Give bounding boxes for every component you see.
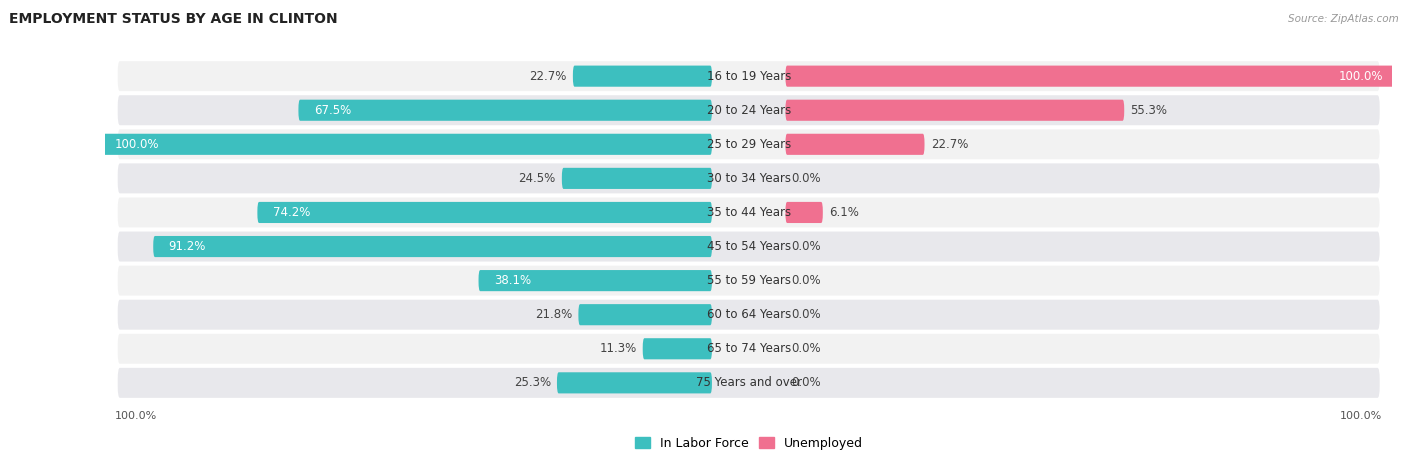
Text: 55.3%: 55.3%: [1130, 104, 1167, 117]
FancyBboxPatch shape: [786, 202, 823, 223]
Text: 6.1%: 6.1%: [830, 206, 859, 219]
Text: 100.0%: 100.0%: [115, 138, 159, 151]
FancyBboxPatch shape: [118, 232, 1379, 261]
Text: 16 to 19 Years: 16 to 19 Years: [706, 70, 792, 83]
FancyBboxPatch shape: [118, 368, 1379, 398]
Text: 35 to 44 Years: 35 to 44 Years: [707, 206, 790, 219]
Text: 45 to 54 Years: 45 to 54 Years: [707, 240, 790, 253]
FancyBboxPatch shape: [118, 61, 1379, 91]
Text: 11.3%: 11.3%: [599, 342, 637, 355]
Text: 0.0%: 0.0%: [792, 274, 821, 287]
Text: 21.8%: 21.8%: [536, 308, 572, 321]
Text: 100.0%: 100.0%: [1339, 70, 1382, 83]
Text: 20 to 24 Years: 20 to 24 Years: [707, 104, 790, 117]
FancyBboxPatch shape: [478, 270, 711, 291]
FancyBboxPatch shape: [118, 95, 1379, 125]
FancyBboxPatch shape: [257, 202, 711, 223]
Legend: In Labor Force, Unemployed: In Labor Force, Unemployed: [630, 432, 868, 450]
Text: 30 to 34 Years: 30 to 34 Years: [707, 172, 790, 185]
FancyBboxPatch shape: [572, 66, 711, 87]
FancyBboxPatch shape: [118, 129, 1379, 159]
Text: 22.7%: 22.7%: [931, 138, 967, 151]
Text: 75 Years and over: 75 Years and over: [696, 376, 801, 389]
Text: 74.2%: 74.2%: [273, 206, 311, 219]
FancyBboxPatch shape: [643, 338, 711, 360]
Text: Source: ZipAtlas.com: Source: ZipAtlas.com: [1288, 14, 1399, 23]
Text: 0.0%: 0.0%: [792, 172, 821, 185]
FancyBboxPatch shape: [118, 300, 1379, 330]
Text: 91.2%: 91.2%: [169, 240, 205, 253]
Text: 0.0%: 0.0%: [792, 342, 821, 355]
Text: EMPLOYMENT STATUS BY AGE IN CLINTON: EMPLOYMENT STATUS BY AGE IN CLINTON: [8, 12, 337, 26]
Text: 0.0%: 0.0%: [792, 308, 821, 321]
FancyBboxPatch shape: [557, 372, 711, 393]
FancyBboxPatch shape: [118, 334, 1379, 364]
Text: 25 to 29 Years: 25 to 29 Years: [707, 138, 790, 151]
FancyBboxPatch shape: [786, 99, 1125, 121]
FancyBboxPatch shape: [118, 266, 1379, 296]
Text: 67.5%: 67.5%: [314, 104, 352, 117]
FancyBboxPatch shape: [153, 236, 711, 257]
FancyBboxPatch shape: [298, 99, 711, 121]
Text: 38.1%: 38.1%: [494, 274, 531, 287]
Text: 22.7%: 22.7%: [530, 70, 567, 83]
FancyBboxPatch shape: [118, 198, 1379, 227]
Text: 0.0%: 0.0%: [792, 240, 821, 253]
FancyBboxPatch shape: [100, 134, 711, 155]
Text: 55 to 59 Years: 55 to 59 Years: [707, 274, 790, 287]
Text: 24.5%: 24.5%: [519, 172, 555, 185]
FancyBboxPatch shape: [118, 163, 1379, 194]
FancyBboxPatch shape: [578, 304, 711, 325]
Text: 25.3%: 25.3%: [513, 376, 551, 389]
Text: 0.0%: 0.0%: [792, 376, 821, 389]
FancyBboxPatch shape: [562, 168, 711, 189]
FancyBboxPatch shape: [786, 134, 925, 155]
FancyBboxPatch shape: [786, 66, 1398, 87]
Text: 60 to 64 Years: 60 to 64 Years: [707, 308, 790, 321]
Text: 65 to 74 Years: 65 to 74 Years: [707, 342, 790, 355]
